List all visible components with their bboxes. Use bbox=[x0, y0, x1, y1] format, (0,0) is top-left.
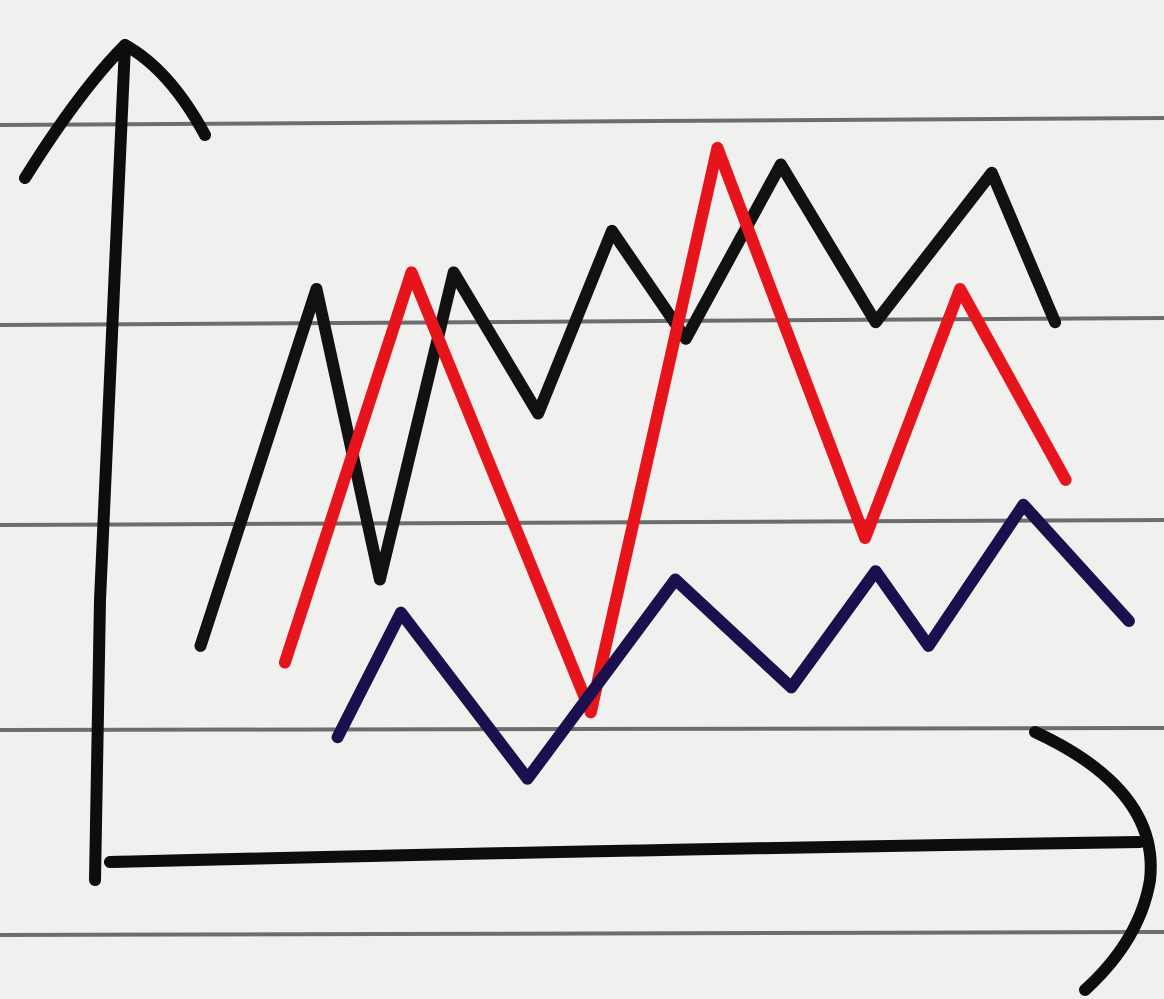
data-line bbox=[194, 158, 1062, 652]
y-axis bbox=[89, 39, 131, 886]
data-line bbox=[331, 498, 1135, 785]
x-axis-arrow bbox=[1029, 726, 1157, 996]
ruled-line bbox=[0, 518, 1164, 527]
ruled-line bbox=[0, 726, 1164, 732]
plot-area bbox=[194, 141, 1135, 785]
y-axis-arrow bbox=[19, 39, 211, 184]
ruled-line bbox=[0, 930, 1164, 937]
data-line bbox=[278, 141, 1072, 719]
x-axis bbox=[104, 836, 1146, 868]
axes bbox=[19, 39, 1157, 996]
